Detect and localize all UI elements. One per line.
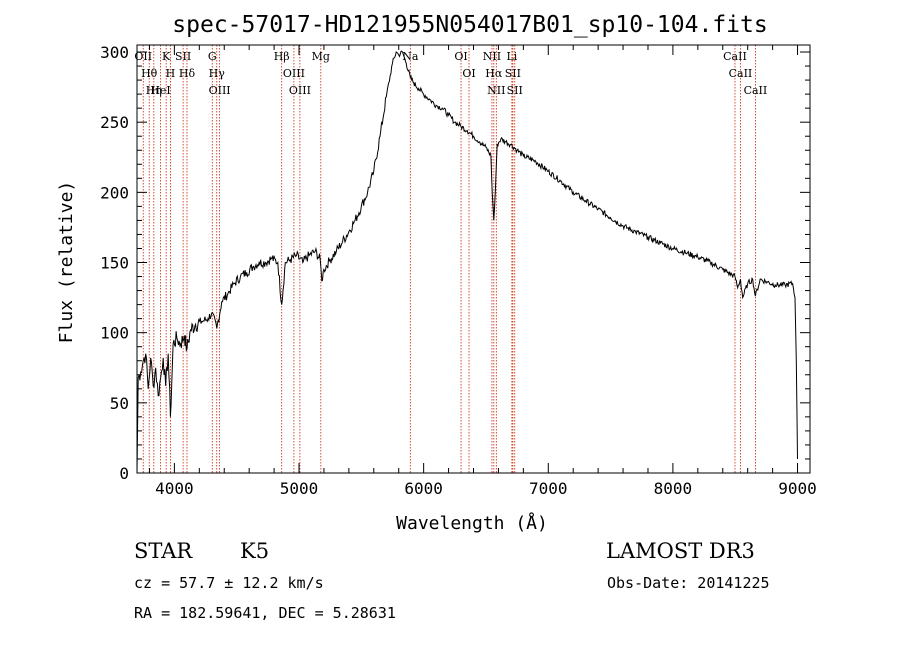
object-subclass: K5 xyxy=(240,539,270,563)
line-marker-label-26: CaII xyxy=(744,84,768,97)
line-marker-label-18: NII xyxy=(483,50,501,63)
x-tick-label-3: 7000 xyxy=(529,479,568,498)
line-marker-label-15: Na xyxy=(402,50,419,63)
y-tick-label-6: 300 xyxy=(100,43,129,62)
line-marker-label-20: NII xyxy=(487,84,505,97)
line-marker-label-5: H xyxy=(166,67,176,80)
y-axis-label: Flux (relative) xyxy=(56,181,77,344)
line-marker-label-10: OIII xyxy=(209,84,231,97)
coordinates-text: RA = 182.59641, DEC = 5.28631 xyxy=(134,604,396,622)
y-axis-ticks: 0 50 100 150 200 250 300 xyxy=(100,43,810,483)
y-tick-label-5: 250 xyxy=(100,113,129,132)
x-tick-label-0: 4000 xyxy=(155,479,194,498)
x-axis-ticks: 4000 5000 6000 7000 8000 9000 xyxy=(148,45,817,498)
plot-frame xyxy=(136,44,811,474)
line-marker-label-24: CaII xyxy=(723,50,747,63)
y-tick-label-3: 150 xyxy=(100,254,129,273)
line-marker-label-14: Mg xyxy=(312,50,330,63)
line-marker-label-12: OIII xyxy=(283,67,305,80)
line-marker-label-7: Hδ xyxy=(179,67,196,80)
chart-title: spec-57017-HD121955N054017B01_sp10-104.f… xyxy=(172,12,767,38)
y-tick-label-1: 50 xyxy=(110,394,129,413)
line-marker-label-11: Hβ xyxy=(274,50,290,63)
line-marker-label-17: OI xyxy=(462,67,475,80)
x-tick-label-4: 8000 xyxy=(654,479,693,498)
line-marker-label-3: HeI xyxy=(150,84,170,97)
line-marker-label-21: Li xyxy=(506,50,517,63)
redshift-text: cz = 57.7 ± 12.2 km/s xyxy=(134,574,324,592)
obs-date-text: Obs-Date: 20141225 xyxy=(607,574,770,592)
y-tick-label-2: 100 xyxy=(100,324,129,343)
spectrum-line xyxy=(136,50,798,474)
line-marker-label-16: OI xyxy=(454,50,467,63)
line-marker-label-9: Hγ xyxy=(209,67,226,80)
object-class: STAR xyxy=(134,539,193,563)
y-tick-label-4: 200 xyxy=(100,183,129,202)
x-tick-label-1: 5000 xyxy=(280,479,319,498)
x-tick-label-2: 6000 xyxy=(404,479,443,498)
line-marker-label-13: OIII xyxy=(289,84,311,97)
line-marker-label-4: K xyxy=(162,50,171,63)
x-axis-label: Wavelength (Å) xyxy=(396,512,548,534)
line-marker-label-0: OII xyxy=(134,50,152,63)
line-marker-label-23: SII xyxy=(507,84,523,97)
line-marker-label-22: SII xyxy=(505,67,521,80)
x-tick-label-5: 9000 xyxy=(778,479,817,498)
line-markers xyxy=(142,45,756,473)
line-marker-label-25: CaII xyxy=(729,67,753,80)
line-marker-label-1: Hθ xyxy=(141,67,158,80)
y-tick-label-0: 0 xyxy=(119,464,129,483)
line-marker-label-6: SII xyxy=(175,50,191,63)
survey-name: LAMOST DR3 xyxy=(606,539,755,563)
spectrum-chart: spec-57017-HD121955N054017B01_sp10-104.f… xyxy=(56,12,817,534)
line-marker-label-19: Hα xyxy=(485,67,503,80)
line-marker-label-2: Hη xyxy=(146,84,162,97)
line-marker-label-8: G xyxy=(208,50,217,63)
